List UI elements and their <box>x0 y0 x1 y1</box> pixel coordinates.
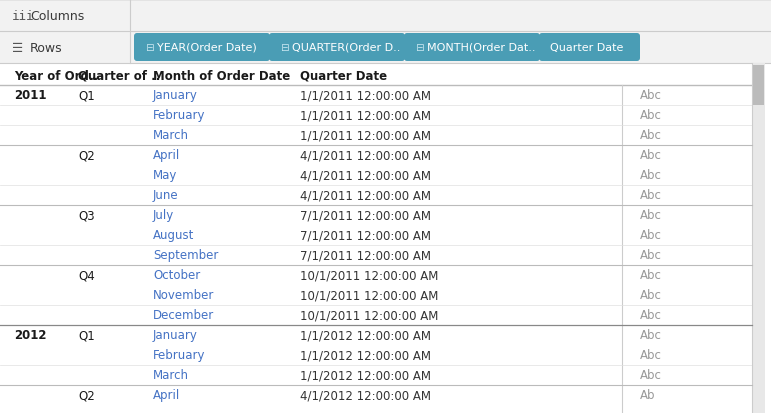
Text: Q2: Q2 <box>78 149 95 162</box>
Text: February: February <box>153 109 206 122</box>
Text: Abc: Abc <box>640 269 662 282</box>
Text: July: July <box>153 209 174 222</box>
Text: 10/1/2011 12:00:00 AM: 10/1/2011 12:00:00 AM <box>300 309 439 322</box>
Text: January: January <box>153 89 198 102</box>
FancyBboxPatch shape <box>539 34 640 62</box>
Text: April: April <box>153 389 180 401</box>
Text: 7/1/2011 12:00:00 AM: 7/1/2011 12:00:00 AM <box>300 209 431 222</box>
FancyBboxPatch shape <box>134 34 270 62</box>
Text: Abc: Abc <box>640 189 662 202</box>
Text: 1/1/2012 12:00:00 AM: 1/1/2012 12:00:00 AM <box>300 369 431 382</box>
Text: 7/1/2011 12:00:00 AM: 7/1/2011 12:00:00 AM <box>300 249 431 262</box>
Text: Abc: Abc <box>640 289 662 302</box>
Text: Quarter Date: Quarter Date <box>550 43 624 53</box>
Text: Q4: Q4 <box>78 269 95 282</box>
Text: ⊟: ⊟ <box>145 43 153 53</box>
Text: Ab: Ab <box>640 389 655 401</box>
Text: Abc: Abc <box>640 129 662 142</box>
Text: ⊟: ⊟ <box>280 43 289 53</box>
Text: 2012: 2012 <box>14 329 46 342</box>
Text: February: February <box>153 349 206 362</box>
Text: Q3: Q3 <box>78 209 95 222</box>
Text: September: September <box>153 249 218 262</box>
Text: December: December <box>153 309 214 322</box>
Bar <box>0 32 771 64</box>
Text: ⊟: ⊟ <box>415 43 424 53</box>
Text: 10/1/2011 12:00:00 AM: 10/1/2011 12:00:00 AM <box>300 269 439 282</box>
Text: 7/1/2011 12:00:00 AM: 7/1/2011 12:00:00 AM <box>300 229 431 242</box>
Text: 4/1/2011 12:00:00 AM: 4/1/2011 12:00:00 AM <box>300 149 431 162</box>
Text: QUARTER(Order D..: QUARTER(Order D.. <box>292 43 400 53</box>
Text: Quarter of ..: Quarter of .. <box>78 69 160 82</box>
Text: Abc: Abc <box>640 89 662 102</box>
Text: Q1: Q1 <box>78 89 95 102</box>
Bar <box>0 64 771 413</box>
Text: October: October <box>153 269 200 282</box>
Text: 4/1/2011 12:00:00 AM: 4/1/2011 12:00:00 AM <box>300 189 431 202</box>
Text: iii: iii <box>12 9 35 22</box>
FancyBboxPatch shape <box>269 34 405 62</box>
Text: Abc: Abc <box>640 329 662 342</box>
Text: 1/1/2011 12:00:00 AM: 1/1/2011 12:00:00 AM <box>300 89 431 102</box>
Text: Quarter Date: Quarter Date <box>300 69 387 82</box>
Text: 1/1/2011 12:00:00 AM: 1/1/2011 12:00:00 AM <box>300 129 431 142</box>
Text: 1/1/2012 12:00:00 AM: 1/1/2012 12:00:00 AM <box>300 349 431 362</box>
Text: Abc: Abc <box>640 149 662 162</box>
Text: 1/1/2011 12:00:00 AM: 1/1/2011 12:00:00 AM <box>300 109 431 122</box>
Text: 10/1/2011 12:00:00 AM: 10/1/2011 12:00:00 AM <box>300 289 439 302</box>
Text: Abc: Abc <box>640 229 662 242</box>
Text: Rows: Rows <box>30 41 62 55</box>
Text: YEAR(Order Date): YEAR(Order Date) <box>157 43 257 53</box>
Text: 2011: 2011 <box>14 89 46 102</box>
Text: November: November <box>153 289 214 302</box>
Bar <box>0 0 771 32</box>
Text: Month of Order Date: Month of Order Date <box>153 69 290 82</box>
Text: 4/1/2012 12:00:00 AM: 4/1/2012 12:00:00 AM <box>300 389 431 401</box>
Text: Abc: Abc <box>640 369 662 382</box>
FancyBboxPatch shape <box>404 34 540 62</box>
Text: June: June <box>153 189 179 202</box>
Text: Year of Ord..: Year of Ord.. <box>14 69 98 82</box>
Text: 1/1/2012 12:00:00 AM: 1/1/2012 12:00:00 AM <box>300 329 431 342</box>
Text: Abc: Abc <box>640 209 662 222</box>
Text: Q2: Q2 <box>78 389 95 401</box>
Text: March: March <box>153 369 189 382</box>
Text: April: April <box>153 149 180 162</box>
Text: August: August <box>153 229 194 242</box>
Bar <box>752 64 765 413</box>
Text: Abc: Abc <box>640 249 662 262</box>
Text: Abc: Abc <box>640 109 662 122</box>
Text: Abc: Abc <box>640 169 662 182</box>
Bar <box>753 66 764 106</box>
Text: Abc: Abc <box>640 349 662 362</box>
Text: Abc: Abc <box>640 309 662 322</box>
Text: Q1: Q1 <box>78 329 95 342</box>
Text: MONTH(Order Dat..: MONTH(Order Dat.. <box>427 43 536 53</box>
Text: Columns: Columns <box>30 9 84 22</box>
Text: January: January <box>153 329 198 342</box>
Text: March: March <box>153 129 189 142</box>
Text: May: May <box>153 169 177 182</box>
Text: ☰: ☰ <box>12 41 23 55</box>
Text: 4/1/2011 12:00:00 AM: 4/1/2011 12:00:00 AM <box>300 169 431 182</box>
